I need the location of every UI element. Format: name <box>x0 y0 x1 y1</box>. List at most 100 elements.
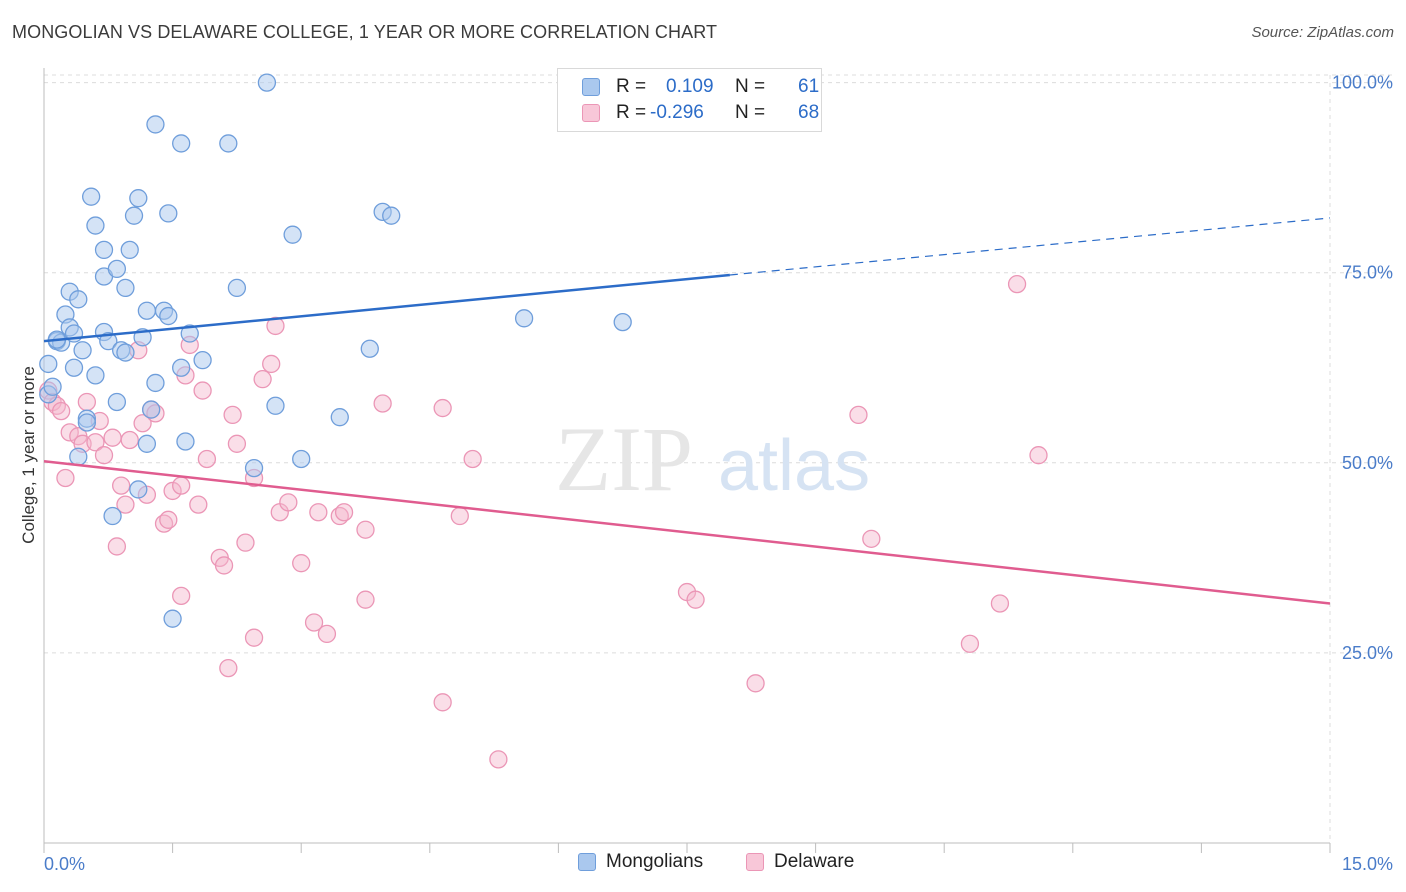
bottom-legend-swatch-pink <box>746 853 764 871</box>
delaware-point <box>189 495 208 514</box>
mongolians-point <box>283 225 302 244</box>
y-tick-label: 25.0% <box>1342 643 1393 663</box>
mongolians-point <box>69 290 88 309</box>
delaware-point <box>292 554 311 573</box>
delaware-point <box>862 529 881 548</box>
mongolians-point <box>193 350 212 370</box>
mongolians-point <box>172 358 191 377</box>
x-tick-label: 0.0% <box>44 854 85 874</box>
legend-n-label: N = <box>735 102 766 123</box>
delaware-point <box>463 449 482 469</box>
mongolians-point <box>360 339 379 358</box>
delaware-point <box>686 590 705 609</box>
mongolians-trend-line <box>43 273 730 343</box>
delaware-point <box>433 693 452 712</box>
delaware-point <box>116 495 135 514</box>
mongolians-point <box>292 449 311 469</box>
mongolians-point <box>129 189 148 208</box>
watermark-zip: ZIP <box>555 408 693 510</box>
source-label: Source: ZipAtlas.com <box>1251 24 1394 41</box>
mongolians-point <box>120 240 139 260</box>
mongolians-point <box>94 240 114 260</box>
delaware-point <box>1007 274 1027 294</box>
chart-title: MONGOLIAN VS DELAWARE COLLEGE, 1 YEAR OR… <box>12 22 718 42</box>
series-delaware-points <box>39 274 1048 769</box>
mongolians-point <box>613 312 632 332</box>
mongolians-point <box>146 115 165 134</box>
mongolians-point <box>137 301 157 320</box>
delaware-trend-line <box>43 460 1331 605</box>
mongolians-point <box>382 206 401 225</box>
delaware-point <box>197 449 217 469</box>
mongolians-point <box>103 506 122 526</box>
delaware-point <box>433 398 452 418</box>
mongolians-point <box>176 432 195 451</box>
mongolians-point <box>159 204 178 223</box>
mongolians-trend-extension <box>729 217 1331 276</box>
mongolians-point <box>142 400 161 419</box>
legend-n-value: 61 <box>798 76 820 97</box>
bottom-legend-label: Mongolians <box>606 851 704 872</box>
delaware-point <box>56 468 75 488</box>
mongolians-point <box>180 324 199 343</box>
delaware-point <box>112 476 131 495</box>
mongolians-point <box>107 259 127 279</box>
legend-n-value: 68 <box>798 102 820 123</box>
delaware-point <box>489 750 508 769</box>
mongolians-point <box>163 609 182 628</box>
legend-r-label: R = <box>616 102 647 123</box>
mongolians-point <box>69 447 88 466</box>
mongolians-point <box>86 366 105 385</box>
delaware-point <box>227 434 247 453</box>
mongolians-point <box>146 373 165 393</box>
delaware-point <box>223 405 242 425</box>
delaware-point <box>219 658 238 678</box>
mongolians-point <box>64 358 84 377</box>
delaware-point <box>253 370 272 389</box>
delaware-point <box>107 537 127 556</box>
delaware-point <box>373 394 392 413</box>
mongolians-point <box>219 134 238 153</box>
watermark: ZIP atlas <box>555 408 870 510</box>
delaware-point <box>77 392 97 412</box>
delaware-point <box>849 405 868 425</box>
watermark-atlas: atlas <box>718 426 870 506</box>
delaware-point <box>236 533 255 552</box>
bottom-legend-swatch-blue <box>578 853 596 871</box>
series-mongolians-points <box>39 73 632 628</box>
legend-n-label: N = <box>735 76 766 97</box>
delaware-point <box>103 428 122 447</box>
mongolians-point <box>86 216 105 235</box>
mongolians-point <box>73 341 92 360</box>
mongolians-point <box>107 392 127 412</box>
mongolians-point <box>266 396 285 415</box>
delaware-point <box>172 586 191 606</box>
delaware-point <box>120 430 139 450</box>
delaware-point <box>317 624 337 644</box>
bottom-legend-label: Delaware <box>774 851 855 872</box>
delaware-point <box>51 401 71 421</box>
delaware-point <box>279 493 298 512</box>
axes <box>43 68 1331 853</box>
mongolians-point <box>244 458 264 478</box>
y-axis-label: College, 1 year or more <box>19 366 38 544</box>
delaware-point <box>450 506 469 526</box>
legend-swatch-pink <box>582 104 600 122</box>
delaware-point <box>244 628 264 647</box>
y-tick-label: 50.0% <box>1342 453 1393 473</box>
mongolians-point <box>116 278 135 298</box>
delaware-point <box>356 590 375 609</box>
delaware-point <box>159 510 178 529</box>
mongolians-point <box>116 343 135 362</box>
legend-r-value: 0.109 <box>666 76 714 97</box>
mongolians-point <box>257 73 277 92</box>
mongolians-point <box>77 413 97 432</box>
delaware-point <box>334 503 354 522</box>
trend-lines <box>43 217 1331 605</box>
delaware-point <box>86 433 105 452</box>
legend-swatch-blue <box>582 78 600 96</box>
mongolians-point <box>159 306 178 326</box>
y-tick-label: 75.0% <box>1342 263 1393 283</box>
delaware-point <box>990 594 1010 613</box>
